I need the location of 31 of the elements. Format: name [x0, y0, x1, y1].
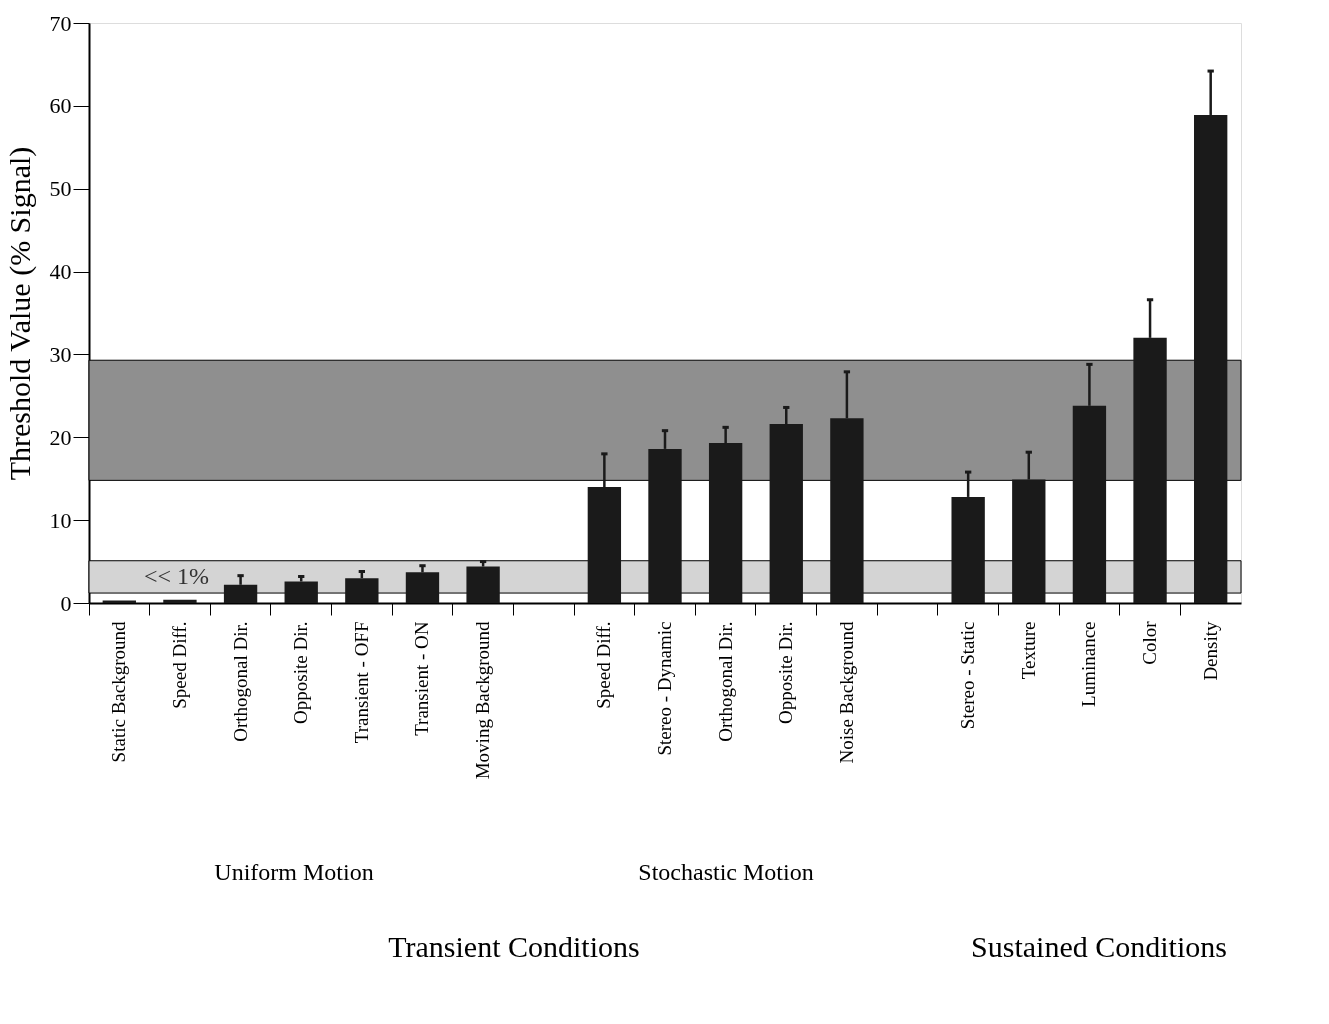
y-tick-label: 50: [49, 176, 72, 202]
text: Stochastic Motion: [638, 859, 814, 885]
x-tick-label: Speed Diff.: [593, 621, 615, 709]
y-axis-title: Threshold Value (% Signal): [2, 146, 37, 481]
text: Sustained Conditions: [971, 930, 1227, 963]
y-tick-label: 30: [49, 341, 72, 367]
y-tick-label: 20: [49, 424, 72, 450]
y-tick-label: 40: [49, 259, 72, 285]
x-tick-label: Luminance: [1078, 621, 1100, 707]
x-tick-label: Opposite Dir.: [775, 621, 797, 724]
x-tick-label: Moving Background: [472, 621, 494, 780]
x-tick-label: Transient - OFF: [350, 621, 372, 744]
x-tick-label: Transient - ON: [411, 621, 433, 736]
y-tick-label: 10: [49, 507, 72, 533]
x-tick-label: Density: [1199, 621, 1221, 681]
y-tick-label: 0: [60, 590, 72, 616]
y-tick-label: 70: [49, 10, 72, 36]
x-tick-label: Noise Background: [835, 621, 857, 764]
text: Uniform Motion: [214, 859, 374, 885]
x-tick-label: Stereo - Static: [957, 621, 979, 730]
x-tick-label: Opposite Dir.: [290, 621, 312, 724]
x-tick-label: Color: [1139, 620, 1161, 665]
x-tick-label: Speed Diff.: [168, 621, 190, 709]
x-tick-label: Orthogonal Dir.: [714, 621, 736, 742]
band-label: << 1%: [144, 562, 210, 589]
x-tick-label: Orthogonal Dir.: [229, 621, 251, 742]
x-tick-label: Stereo - Dynamic: [654, 621, 675, 756]
x-tick-label: Static Background: [108, 621, 130, 763]
text: Transient Conditions: [388, 930, 640, 963]
y-tick-label: 60: [49, 93, 72, 119]
x-tick-label: Texture: [1017, 621, 1039, 680]
